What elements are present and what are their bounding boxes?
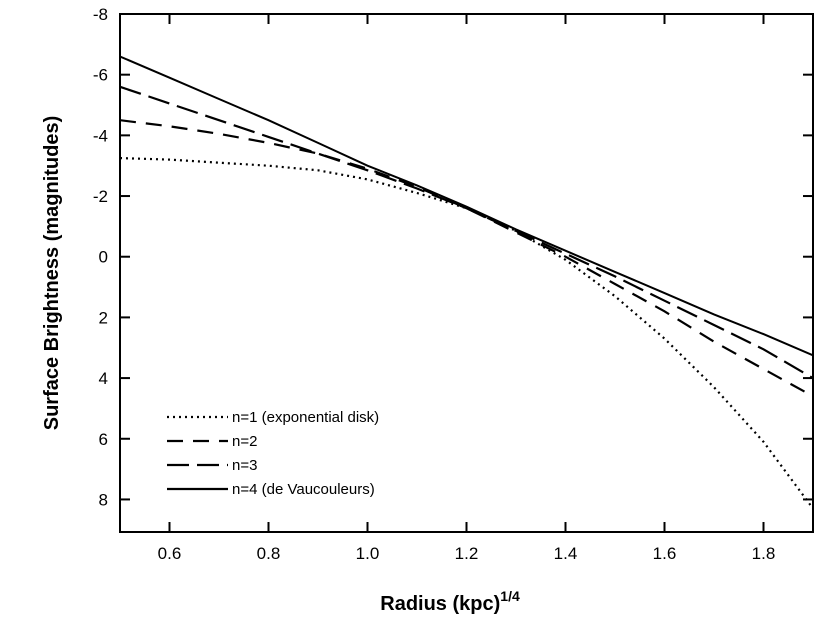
series-line-n1	[120, 157, 813, 510]
y-tick-label: -2	[93, 187, 108, 206]
legend-label-n1: n=1 (exponential disk)	[232, 409, 379, 426]
legend: n=1 (exponential disk) n=2 n=3 n=4 (de Vauc…	[167, 409, 379, 498]
y-tick-label: 8	[99, 490, 108, 509]
y-tick-label: 0	[99, 248, 108, 267]
series-layer	[120, 55, 813, 510]
series-line-n2	[120, 119, 813, 398]
x-tick-label: 1.8	[752, 544, 776, 563]
legend-label-n2: n=2	[232, 433, 257, 450]
y-tick-label: -6	[93, 66, 108, 85]
axis-ticks: 0.6 0.8 1.0 1.2 1.4 1.6 1.8 -8 -6 -4 -2 0 2 4 6 8	[93, 5, 813, 563]
y-axis-title: Surface Brightness (magnitudes)	[41, 116, 63, 431]
series-line-n4	[120, 55, 813, 357]
plot-frame	[119, 13, 814, 533]
x-axis-title: Radius (kpc)1/4	[380, 588, 520, 615]
y-tick-label: 4	[99, 369, 108, 388]
x-tick-label: 0.6	[158, 544, 182, 563]
x-tick-label: 1.2	[455, 544, 479, 563]
y-tick-label: -4	[93, 126, 108, 145]
legend-label-n3: n=3	[232, 457, 257, 474]
x-tick-label: 1.0	[356, 544, 380, 563]
y-tick-label: -8	[93, 5, 108, 24]
x-tick-label: 0.8	[257, 544, 281, 563]
series-line-n3	[120, 85, 813, 380]
y-tick-label: 2	[99, 308, 108, 327]
legend-label-n4: n=4 (de Vaucouleurs)	[232, 481, 375, 498]
y-tick-label: 6	[99, 430, 108, 449]
x-tick-label: 1.4	[554, 544, 578, 563]
x-tick-label: 1.6	[653, 544, 677, 563]
